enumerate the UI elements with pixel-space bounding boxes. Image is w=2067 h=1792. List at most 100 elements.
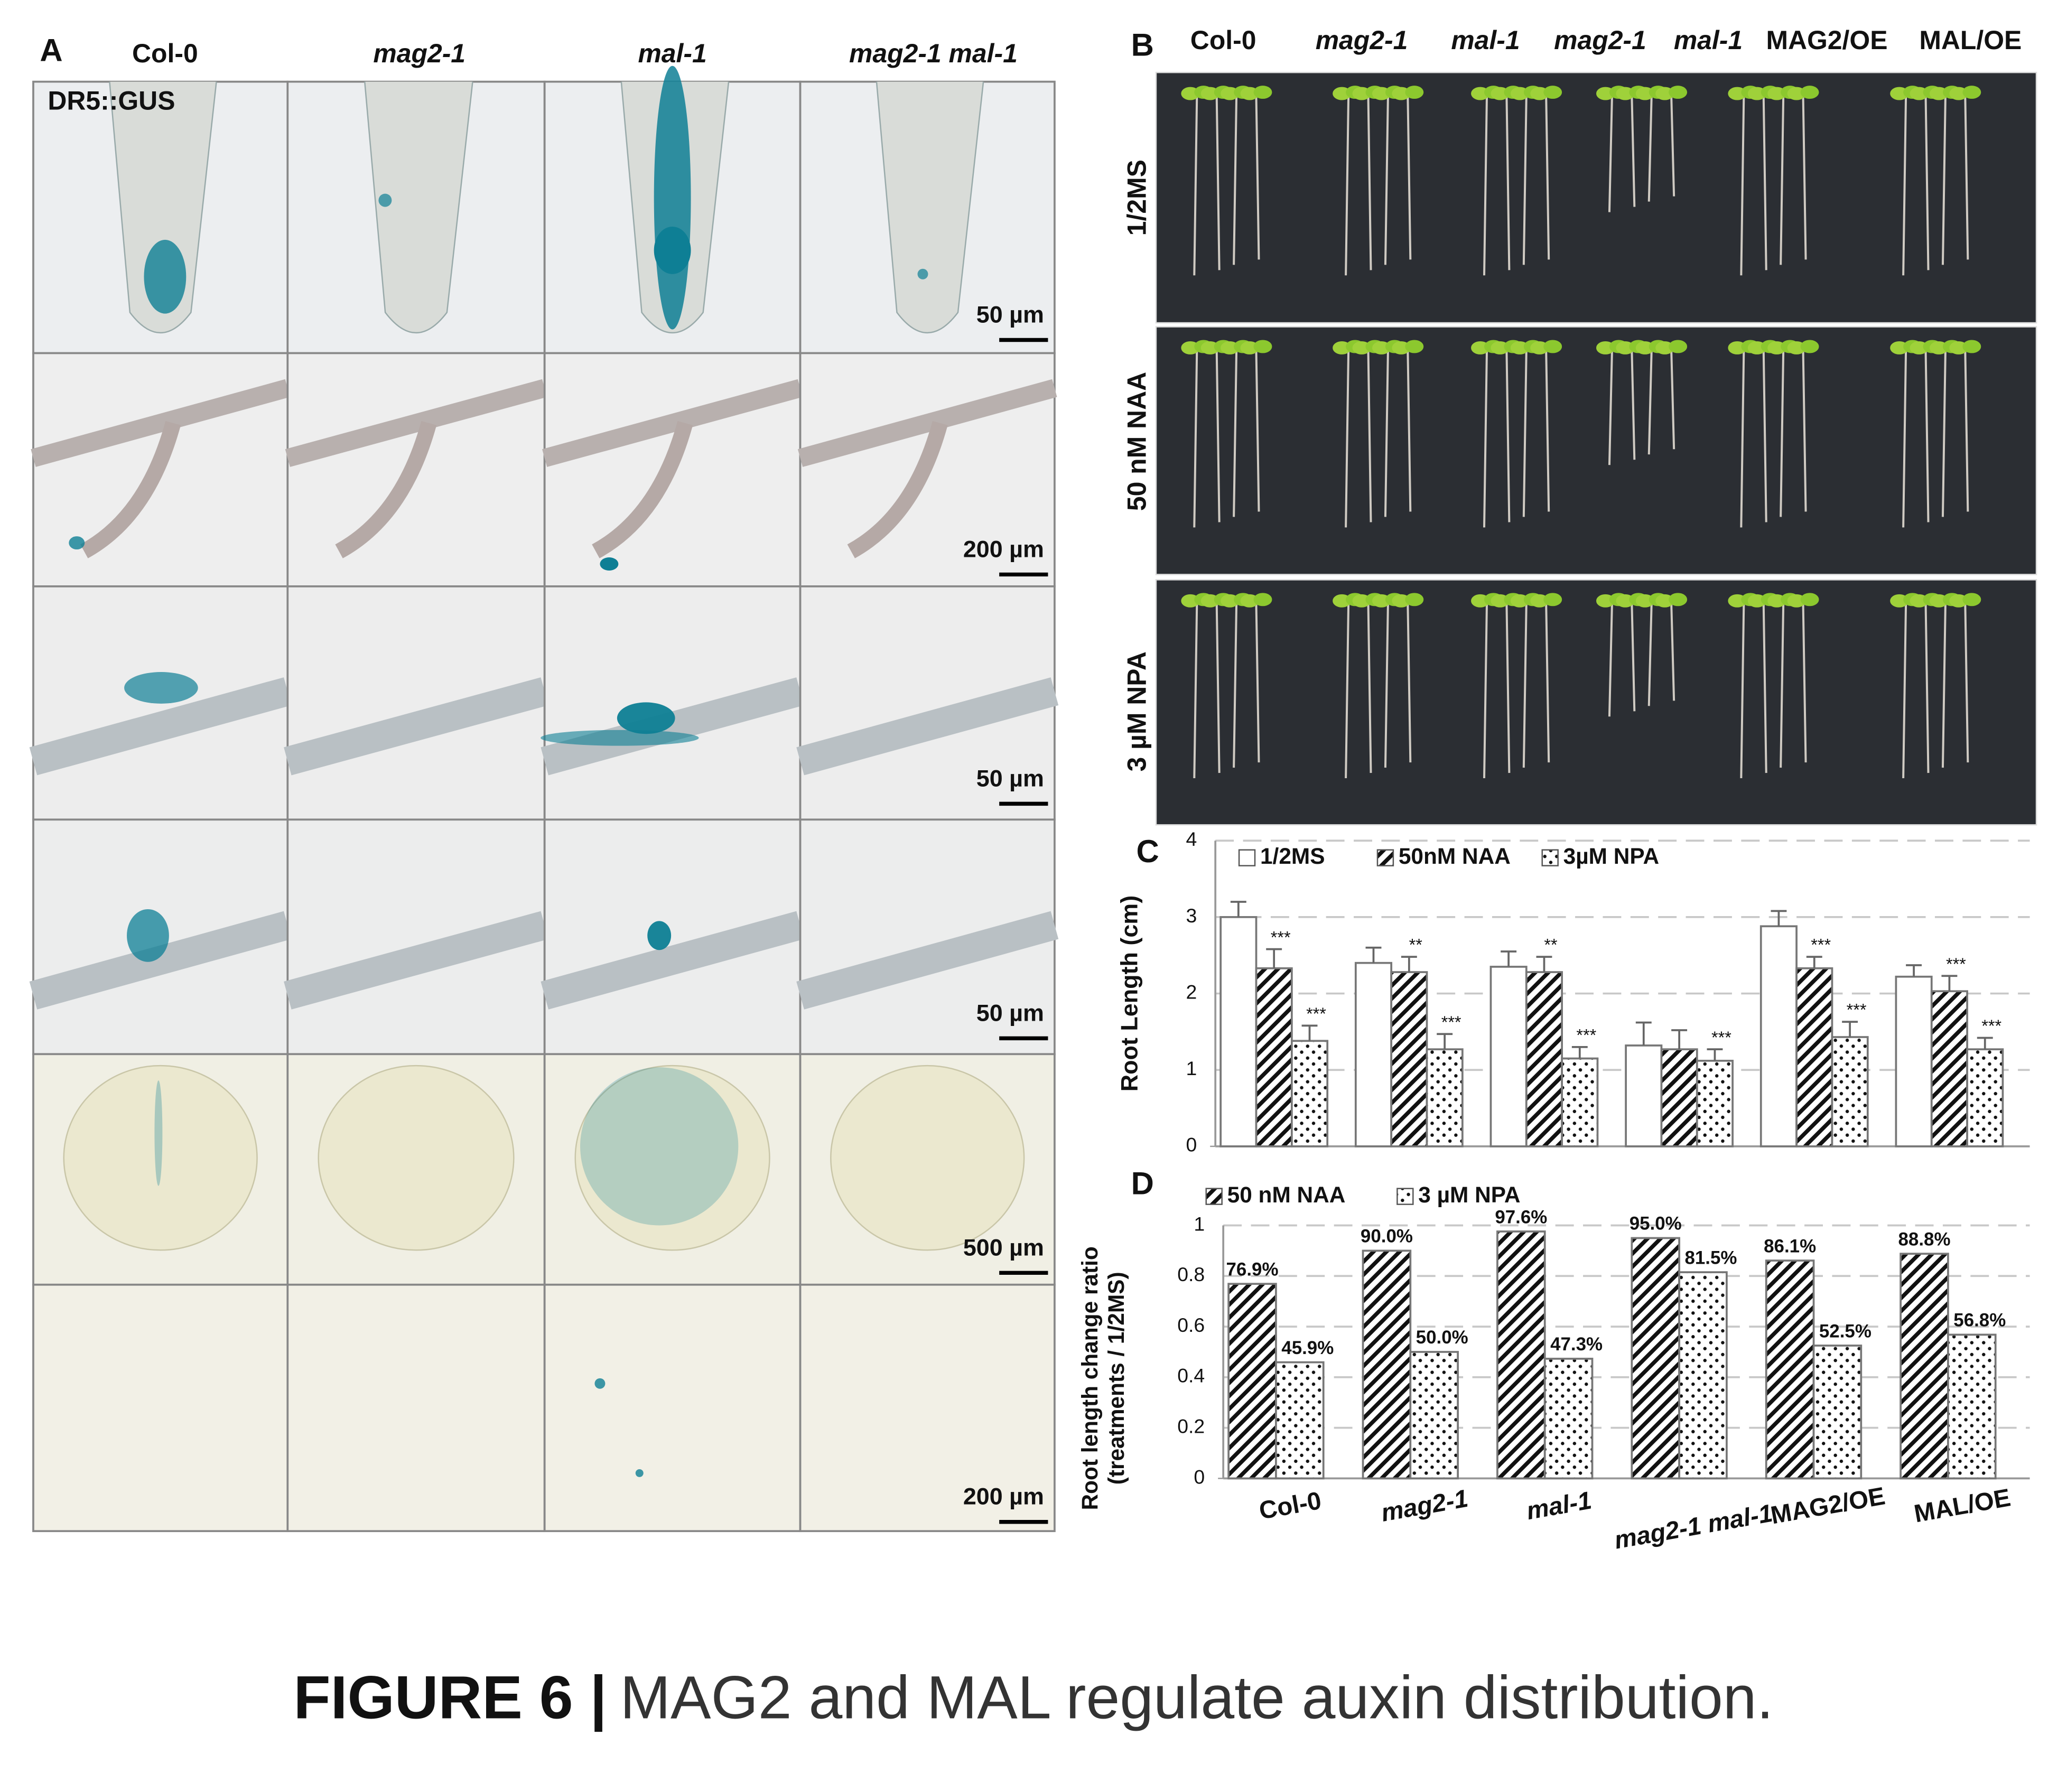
legend-label: 50nM NAA bbox=[1399, 844, 1511, 869]
seedling-root bbox=[1608, 350, 1613, 465]
seedling-leaf bbox=[1253, 593, 1272, 606]
column-header: MAL/OE bbox=[1919, 25, 2022, 55]
seedling-leaf bbox=[1962, 593, 1981, 606]
significance-label: *** bbox=[1306, 1004, 1326, 1023]
seedling-root bbox=[1924, 350, 1930, 522]
panel-label: D bbox=[1131, 1166, 1154, 1201]
root-tip bbox=[109, 81, 217, 333]
bar bbox=[1625, 1044, 1663, 1147]
seedling-leaf bbox=[1543, 340, 1562, 353]
y-tick-label: 0.8 bbox=[1177, 1263, 1205, 1285]
seedling-root bbox=[1631, 603, 1636, 712]
error-bar bbox=[1806, 956, 1822, 968]
lateral-root bbox=[335, 421, 437, 558]
error-bar bbox=[1707, 1048, 1723, 1061]
row-label: 3 µM NPA bbox=[1122, 651, 1152, 771]
bar bbox=[1496, 1230, 1546, 1480]
gus-stain bbox=[654, 226, 691, 274]
seedling-leaf bbox=[1800, 593, 1819, 606]
seedling-root bbox=[1647, 350, 1653, 455]
significance-label: ** bbox=[1409, 936, 1423, 955]
error-bar bbox=[1571, 1046, 1588, 1059]
seedling-root bbox=[1941, 350, 1947, 517]
gus-stain bbox=[917, 268, 928, 279]
column-header: mal-1 bbox=[1674, 25, 1743, 55]
column-header: Col-0 bbox=[132, 39, 198, 68]
seedling-root bbox=[1964, 603, 1969, 763]
y-tick-label: 1 bbox=[1186, 1057, 1197, 1079]
lateral-root bbox=[847, 421, 948, 558]
error-bar bbox=[1437, 1033, 1453, 1050]
seedling-root bbox=[1670, 350, 1675, 450]
seedling-root bbox=[1193, 96, 1198, 276]
significance-label: *** bbox=[1847, 1001, 1867, 1020]
y-axis-label: Root length change ratio bbox=[1077, 1246, 1102, 1510]
y-tick-label: 4 bbox=[1186, 828, 1197, 850]
seedling-root bbox=[1902, 603, 1907, 779]
seedling-root bbox=[1740, 603, 1745, 779]
seedling-root bbox=[1345, 96, 1350, 276]
cotyledon bbox=[574, 1065, 770, 1251]
micrograph bbox=[286, 1283, 546, 1533]
photo bbox=[1155, 579, 2037, 826]
value-label: 86.1% bbox=[1764, 1236, 1816, 1256]
gus-stain bbox=[127, 909, 169, 962]
root-tip bbox=[364, 81, 473, 333]
bar bbox=[1275, 1361, 1325, 1480]
bar bbox=[1255, 967, 1293, 1147]
gus-stain bbox=[144, 239, 187, 314]
seedling-root bbox=[1780, 96, 1785, 265]
seedling-root bbox=[1233, 350, 1238, 517]
value-label: 90.0% bbox=[1361, 1226, 1413, 1247]
seedling-root bbox=[1233, 96, 1238, 265]
legend-swatch bbox=[1541, 849, 1559, 866]
error-bar bbox=[1401, 956, 1417, 973]
root bbox=[796, 911, 1059, 1010]
error-bar bbox=[1906, 964, 1922, 977]
seedling-root bbox=[1193, 603, 1198, 779]
column-header: mal-1 bbox=[638, 39, 706, 68]
gus-stain bbox=[378, 193, 392, 207]
row-label: 1/2MS bbox=[1122, 160, 1152, 236]
seedling-root bbox=[1345, 603, 1350, 779]
seedling-root bbox=[1407, 350, 1412, 512]
cotyledon bbox=[63, 1065, 258, 1251]
y-tick-label: 2 bbox=[1186, 981, 1197, 1003]
root bbox=[284, 911, 548, 1010]
column-header: mag2-1 bbox=[373, 39, 465, 68]
y-tick-label: 0.4 bbox=[1177, 1365, 1205, 1387]
bar bbox=[1678, 1271, 1728, 1480]
seedling-leaf bbox=[1962, 86, 1981, 99]
bar bbox=[1759, 925, 1798, 1147]
seedling-root bbox=[1802, 603, 1807, 763]
micrograph bbox=[543, 1283, 802, 1533]
error-bar bbox=[1536, 956, 1552, 973]
seedling-root bbox=[1255, 96, 1260, 260]
seedling-root bbox=[1670, 96, 1675, 197]
scale-bar-label: 500 µm bbox=[963, 1234, 1044, 1261]
root bbox=[284, 677, 548, 776]
seedling-root bbox=[1483, 603, 1488, 779]
seedling-root bbox=[1631, 96, 1636, 207]
caption-label: FIGURE 6 | bbox=[294, 1664, 607, 1733]
scale-bar-label: 50 µm bbox=[976, 764, 1044, 791]
gus-stain bbox=[600, 557, 619, 571]
seedling-root bbox=[1941, 603, 1947, 768]
bar bbox=[1900, 1253, 1949, 1480]
seedling-leaf bbox=[1669, 593, 1688, 606]
root bbox=[29, 911, 292, 1010]
seedling-leaf bbox=[1405, 340, 1424, 353]
lateral-root bbox=[592, 421, 693, 558]
caption-text: MAG2 and MAL regulate auxin distribution… bbox=[620, 1664, 1774, 1732]
column-header: mag2-1 bbox=[1316, 25, 1408, 55]
bar bbox=[1362, 1249, 1412, 1480]
value-label: 52.5% bbox=[1819, 1321, 1872, 1341]
seedling-root bbox=[1193, 350, 1198, 528]
seedling-root bbox=[1964, 96, 1969, 260]
gus-stain bbox=[124, 672, 198, 704]
seedling-root bbox=[1780, 350, 1785, 517]
seedling-root bbox=[1407, 96, 1412, 260]
gus-stain bbox=[594, 1378, 606, 1389]
gus-stain bbox=[69, 536, 85, 550]
